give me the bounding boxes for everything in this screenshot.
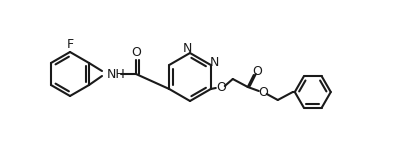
Text: O: O xyxy=(252,65,262,77)
Text: N: N xyxy=(210,55,220,69)
Text: NH: NH xyxy=(107,67,126,80)
Text: O: O xyxy=(131,45,141,59)
Text: O: O xyxy=(216,80,226,94)
Text: O: O xyxy=(258,86,268,98)
Text: N: N xyxy=(182,42,191,55)
Text: F: F xyxy=(67,38,74,52)
